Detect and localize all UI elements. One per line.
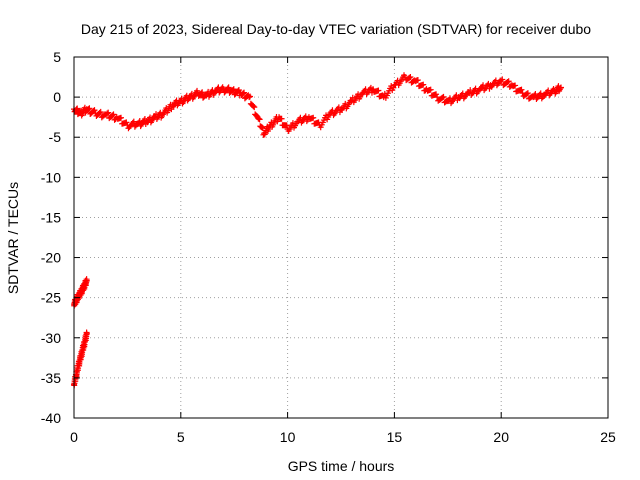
data-point [129,119,136,126]
y-tick-label: -40 [41,410,61,426]
data-point [256,116,263,123]
data-point [439,94,446,101]
data-point [246,94,253,101]
data-point [440,93,447,100]
data-point [302,113,309,120]
x-tick-label: 10 [280,429,296,445]
y-tick-label: 0 [53,89,61,105]
data-point [105,109,112,116]
y-tick-label: -35 [41,370,61,386]
data-point [558,84,565,91]
data-point [110,111,117,118]
data-point [512,82,519,89]
data-point [310,114,317,121]
data-point [109,112,116,119]
data-point [74,105,81,112]
data-point [251,104,258,111]
data-point [375,87,382,94]
data-point [97,108,104,115]
x-tick-label: 25 [600,429,616,445]
data-point [499,76,506,83]
data-point [523,90,530,97]
data-point [406,74,413,81]
data-point [130,118,137,125]
data-point [247,93,254,100]
data-point [278,115,285,122]
x-tick-label: 20 [493,429,509,445]
data-point [557,85,564,92]
data-point [235,86,242,93]
y-tick-label: 5 [53,49,61,65]
axis-ticks: 0 5 10 15 20 25 5 0 -5 -10 -15 -20 -25 -30 -35 -40 [41,49,616,445]
plot-frame [73,56,609,419]
data-point [518,86,525,93]
data-point [241,89,248,96]
data-point [73,106,80,113]
data-point [83,277,90,284]
data-point [85,106,92,113]
y-tick-label: -10 [41,169,61,185]
data-point [524,90,531,97]
data-point [199,89,206,96]
grid-lines [74,57,608,418]
data-point [91,107,98,114]
data-point [420,81,427,88]
data-point [86,105,93,112]
data-marks [71,72,565,389]
data-point [407,74,414,81]
data-point [427,86,434,93]
data-point [532,91,539,98]
data-point [240,90,247,97]
y-tick-label: -20 [41,250,61,266]
data-point [390,84,397,91]
data-point [224,85,231,92]
data-point [537,90,544,97]
data-point [117,114,124,121]
y-tick-label: -25 [41,290,61,306]
x-tick-label: 0 [70,429,78,445]
y-tick-label: -5 [49,129,62,145]
data-point [504,79,511,86]
data-point [230,86,237,93]
y-axis-label: SDTVAR / TECUs [5,182,21,294]
data-point [104,110,111,117]
x-tick-label: 15 [387,429,403,445]
data-point [83,330,90,337]
data-point [433,91,440,98]
y-tick-label: -30 [41,330,61,346]
x-axis-label: GPS time / hours [288,458,395,474]
data-point [229,87,236,94]
chart-title: Day 215 of 2023, Sidereal Day-to-day VTE… [81,21,591,37]
data-point [505,78,512,85]
x-tick-label: 5 [177,429,185,445]
data-point [96,109,103,116]
data-point [198,90,205,97]
data-point [123,119,130,126]
data-point [250,103,257,110]
y-tick-label: -15 [41,209,61,225]
data-point [225,84,232,91]
data-point [414,77,421,84]
data-point [283,122,290,129]
